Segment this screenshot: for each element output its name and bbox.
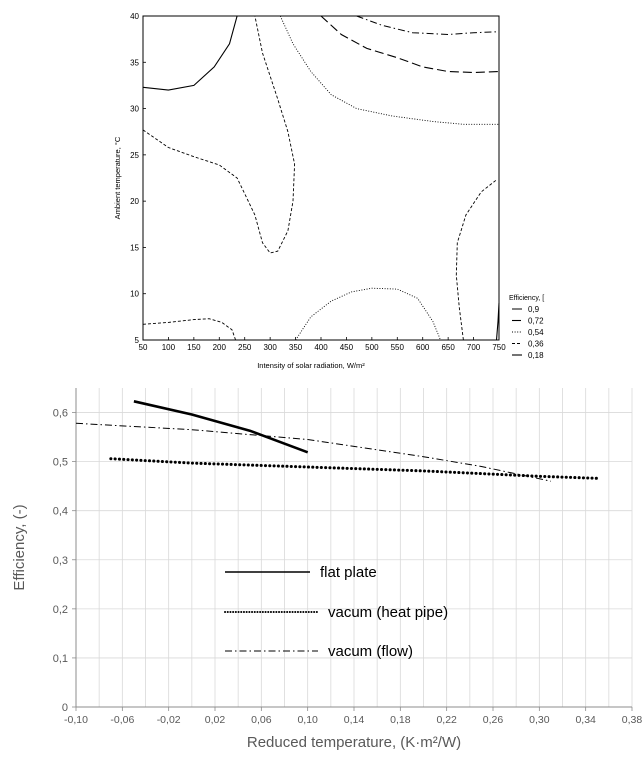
x-tick-label: 700 [467,343,481,352]
efficiency-line-chart: -0,10 -0,06 -0,02 0,02 0,06 0,10 0,14 0,18 0,22 0… [11,388,643,751]
x-tick-label: 150 [187,343,201,352]
x-tick-label: 0,10 [297,714,318,726]
y-axis-title: Ambient temperature, °C [113,136,122,219]
x-tick-label: 550 [391,343,405,352]
legend-label: 0,72 [528,317,544,326]
legend-label: vacum (flow) [328,643,413,660]
x-tick-label: 0,18 [390,714,411,726]
x-tick-label: 0,02 [205,714,226,726]
x-tick-label: 0,34 [575,714,596,726]
x-tick-label: 500 [365,343,379,352]
x-tick-label: 0,38 [622,714,643,726]
legend-label: vacum (heat pipe) [328,604,448,621]
x-tick-label: 0,22 [436,714,457,726]
x-tick-label: 0,30 [529,714,550,726]
x-tick-label: 50 [139,343,148,352]
x-tick-label: 200 [213,343,227,352]
contour-line [455,179,497,341]
y-tick-label: 0,2 [53,604,68,616]
contour-line [142,15,296,254]
x-tick-label: 250 [238,343,252,352]
x-tick-label: 300 [263,343,277,352]
contour-line [320,15,500,74]
contour-line [356,15,500,36]
plot-frame [142,15,500,341]
series-line [109,457,599,480]
x-tick-label: -0,06 [110,714,134,726]
y-tick-label: 0,4 [53,506,68,518]
x-tick-label: 400 [314,343,328,352]
y-tick-label: 30 [130,105,139,114]
y-axis-title: Efficiency, (-) [11,504,28,590]
legend-label: flat plate [320,564,377,581]
legend-label: 0,9 [528,305,540,314]
x-tick-label: 450 [340,343,354,352]
y-tick-label: 0,5 [53,457,68,469]
contour-line [279,15,499,125]
x-tick-label: -0,02 [157,714,181,726]
y-tick-label: 40 [130,12,139,21]
y-tick-label: 10 [130,290,139,299]
x-tick-label: 750 [492,343,506,352]
contour-line [142,15,238,91]
legend-title: Efficiency, [ [509,295,544,302]
y-tick-label: 0 [62,702,68,714]
y-tick-label: 0,3 [53,555,68,567]
x-tick-label: 650 [441,343,455,352]
x-tick-label: 0,06 [251,714,272,726]
contour-line [495,302,500,341]
y-tick-label: 15 [130,243,139,252]
x-tick-label: 0,14 [344,714,365,726]
contour-line [295,287,441,341]
contour-line [142,318,237,341]
y-tick-label: 25 [130,151,139,160]
x-tick-label: 0,26 [483,714,504,726]
legend-label: 0,54 [528,328,544,337]
y-tick-label: 35 [130,58,139,67]
series-line [133,400,309,454]
y-tick-label: 0,6 [53,408,68,420]
y-tick-label: 5 [135,336,140,345]
contour-chart: 50 100 150 200 250 300 350 400 450 500 550 600 650 70… [113,12,544,370]
x-tick-label: -0,10 [64,714,88,726]
y-tick-label: 20 [130,197,139,206]
series-line [75,422,552,482]
x-axis-title: Intensity of solar radiation, W/m² [257,361,365,370]
x-axis-title: Reduced temperature, (K·m²/W) [247,734,461,751]
y-tick-label: 0,1 [53,653,68,665]
x-tick-label: 350 [289,343,303,352]
x-tick-label: 600 [416,343,430,352]
legend-label: 0,36 [528,340,544,349]
legend-label: 0,18 [528,351,544,360]
x-tick-label: 100 [162,343,176,352]
